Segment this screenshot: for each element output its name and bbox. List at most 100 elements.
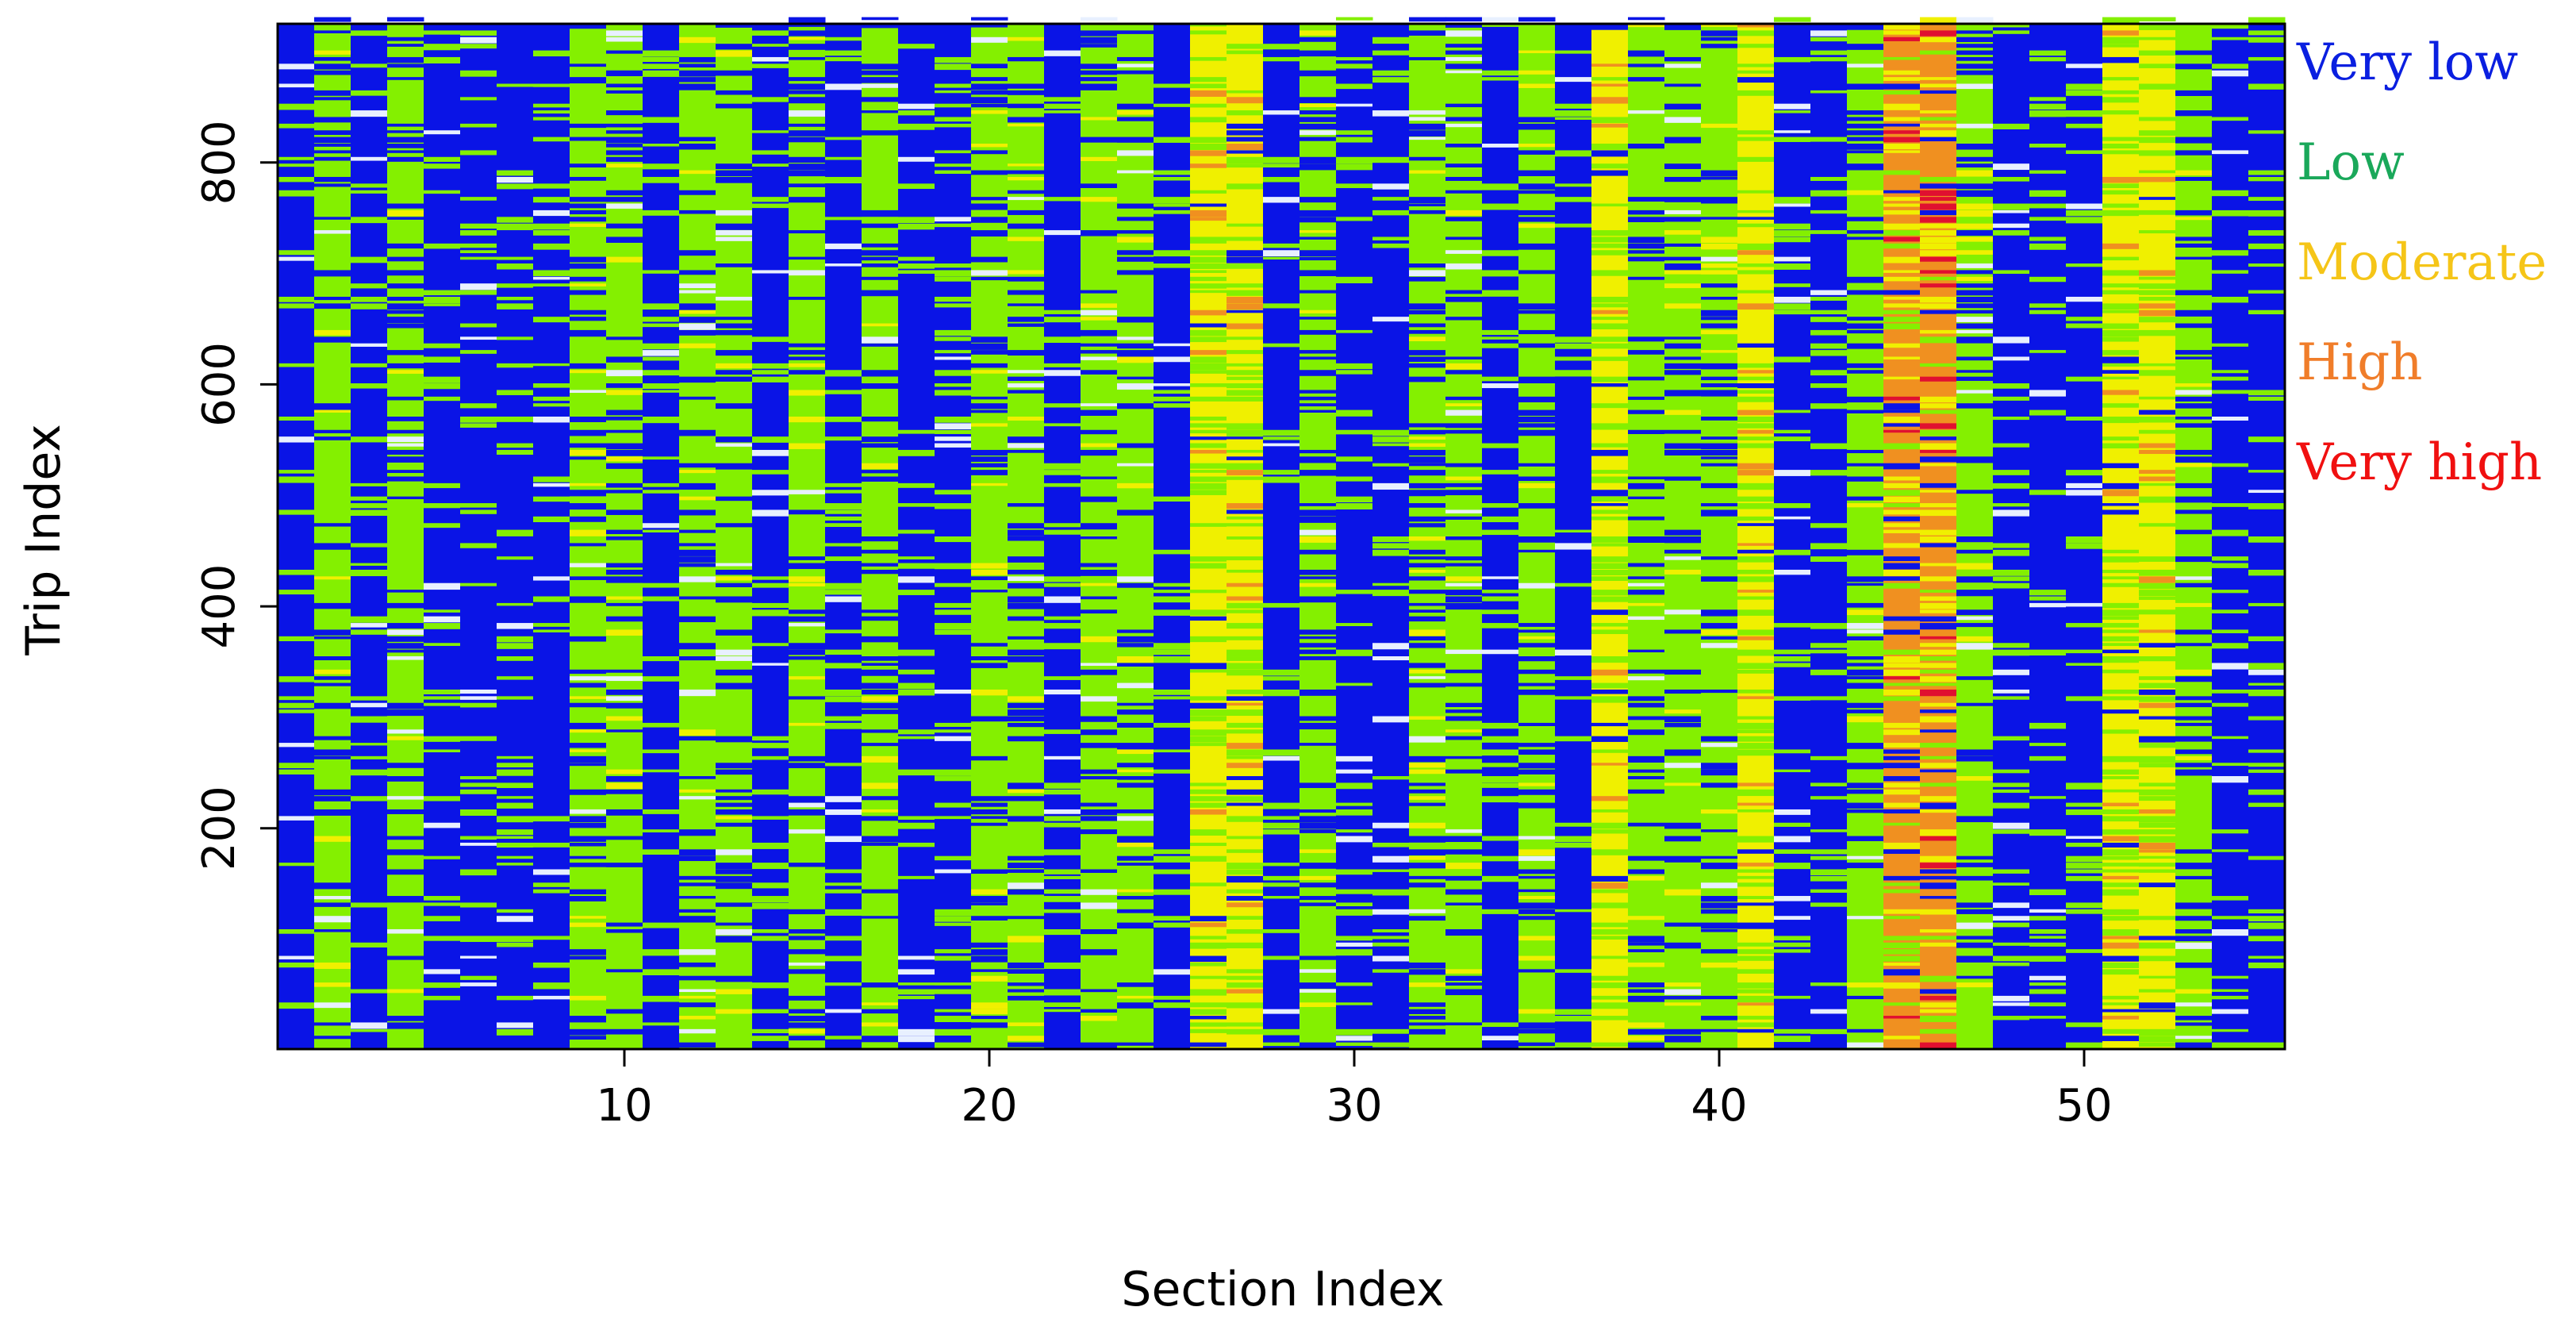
heatmap-cell xyxy=(1810,669,1848,675)
heatmap-cell xyxy=(1664,982,1702,987)
heatmap-cell xyxy=(2139,855,2176,859)
heatmap-cell xyxy=(1336,802,1373,806)
heatmap-cell xyxy=(752,376,789,382)
heatmap-cell xyxy=(643,63,680,69)
heatmap-cell xyxy=(1117,463,1154,467)
heatmap-cell xyxy=(2102,436,2140,441)
heatmap-cell xyxy=(1628,916,1665,921)
heatmap-cell xyxy=(1008,969,1045,974)
heatmap-cell xyxy=(2139,329,2176,336)
heatmap-cell xyxy=(1190,736,1227,743)
heatmap-cell xyxy=(679,343,716,348)
heatmap-cell xyxy=(1737,217,1775,220)
heatmap-cell xyxy=(2212,689,2249,694)
heatmap-cell xyxy=(1774,916,1811,921)
heatmap-cell xyxy=(497,1028,534,1036)
heatmap-cell xyxy=(1628,995,1665,1002)
heatmap-cell xyxy=(1664,722,1702,728)
heatmap-cell xyxy=(387,309,424,314)
heatmap-cell xyxy=(497,449,534,456)
heatmap-cell xyxy=(1008,163,1045,167)
heatmap-cell xyxy=(935,63,972,71)
heatmap-cell xyxy=(2029,982,2067,986)
heatmap-cell xyxy=(497,936,534,943)
heatmap-cell xyxy=(898,769,935,776)
heatmap-cell xyxy=(1190,103,1227,108)
heatmap-cell xyxy=(2248,569,2286,576)
heatmap-cell xyxy=(1409,736,1446,743)
heatmap-cell xyxy=(1372,955,1410,962)
heatmap-cell xyxy=(1993,209,2030,213)
heatmap-cell xyxy=(1300,103,1337,108)
heatmap-cell xyxy=(497,829,534,836)
heatmap-cell xyxy=(2029,928,2067,934)
heatmap-cell xyxy=(460,582,497,586)
heatmap-cell xyxy=(1263,163,1300,168)
heatmap-cell xyxy=(935,436,972,441)
heatmap-cell xyxy=(1154,103,1191,107)
heatmap-cell xyxy=(2102,969,2140,975)
heatmap-cell xyxy=(1336,936,1373,941)
heatmap-cell xyxy=(1445,236,1483,240)
heatmap-cell xyxy=(460,736,497,741)
heatmap-cell xyxy=(1847,144,1884,150)
heatmap-cell xyxy=(1701,689,1738,694)
heatmap-cell xyxy=(2248,309,2286,315)
heatmap-cell xyxy=(1518,183,1556,190)
heatmap-cell xyxy=(387,37,424,41)
heatmap-cell xyxy=(1263,755,1300,761)
heatmap-cell xyxy=(278,176,315,183)
heatmap-cell xyxy=(935,629,972,635)
heatmap-cell xyxy=(606,37,643,42)
heatmap-cell xyxy=(1920,896,1957,899)
heatmap-cell xyxy=(1445,209,1483,216)
heatmap-cell xyxy=(314,217,351,220)
heatmap-cell xyxy=(935,689,972,694)
heatmap-cell xyxy=(1409,576,1446,581)
heatmap-cell xyxy=(314,896,351,900)
heatmap-cell xyxy=(2248,749,2286,753)
heatmap-cell xyxy=(1920,123,1957,128)
heatmap-cell xyxy=(1190,117,1227,123)
heatmap-cell xyxy=(1263,1009,1300,1014)
heatmap-cell xyxy=(1518,170,1556,176)
heatmap-cell xyxy=(533,982,570,990)
heatmap-cell xyxy=(314,230,351,234)
heatmap-cell xyxy=(1190,270,1227,273)
heatmap-cell xyxy=(606,922,643,927)
heatmap-cell xyxy=(1920,303,1957,309)
heatmap-cell xyxy=(1664,256,1702,261)
heatmap-cell xyxy=(1336,276,1373,283)
heatmap-cell xyxy=(1993,643,2030,648)
heatmap-cell xyxy=(2248,30,2286,36)
heatmap-cell xyxy=(1591,336,1629,342)
heatmap-cell xyxy=(533,576,570,581)
heatmap-cell xyxy=(1810,855,1848,860)
heatmap-cell xyxy=(862,669,899,676)
heatmap-cell xyxy=(1008,863,1045,868)
heatmap-cell xyxy=(862,463,899,469)
heatmap-cell xyxy=(1518,682,1556,686)
heatmap-cell xyxy=(1409,982,1446,987)
heatmap-cell xyxy=(314,916,351,923)
heatmap-cell xyxy=(570,669,607,675)
heatmap-cell xyxy=(424,736,461,742)
heatmap-cell xyxy=(1117,317,1154,323)
heatmap-cell xyxy=(789,1028,826,1034)
heatmap-cell xyxy=(1044,729,1081,734)
heatmap-cell xyxy=(1664,303,1702,309)
heatmap-cell xyxy=(1883,303,1921,308)
heatmap-cell xyxy=(1190,1028,1227,1033)
heatmap-cell xyxy=(1154,250,1191,257)
heatmap-cell xyxy=(1847,276,1884,283)
heatmap-cell xyxy=(752,896,789,903)
heatmap-cell xyxy=(643,270,680,274)
heatmap-cell xyxy=(1701,1016,1738,1021)
heatmap-cell xyxy=(971,975,1008,982)
heatmap-column-fill xyxy=(679,24,716,1049)
heatmap-cell xyxy=(2248,230,2286,236)
heatmap-cell xyxy=(1920,702,1957,707)
heatmap-cell xyxy=(935,276,972,282)
heatmap-cell xyxy=(935,869,972,874)
heatmap-cell xyxy=(278,676,315,682)
